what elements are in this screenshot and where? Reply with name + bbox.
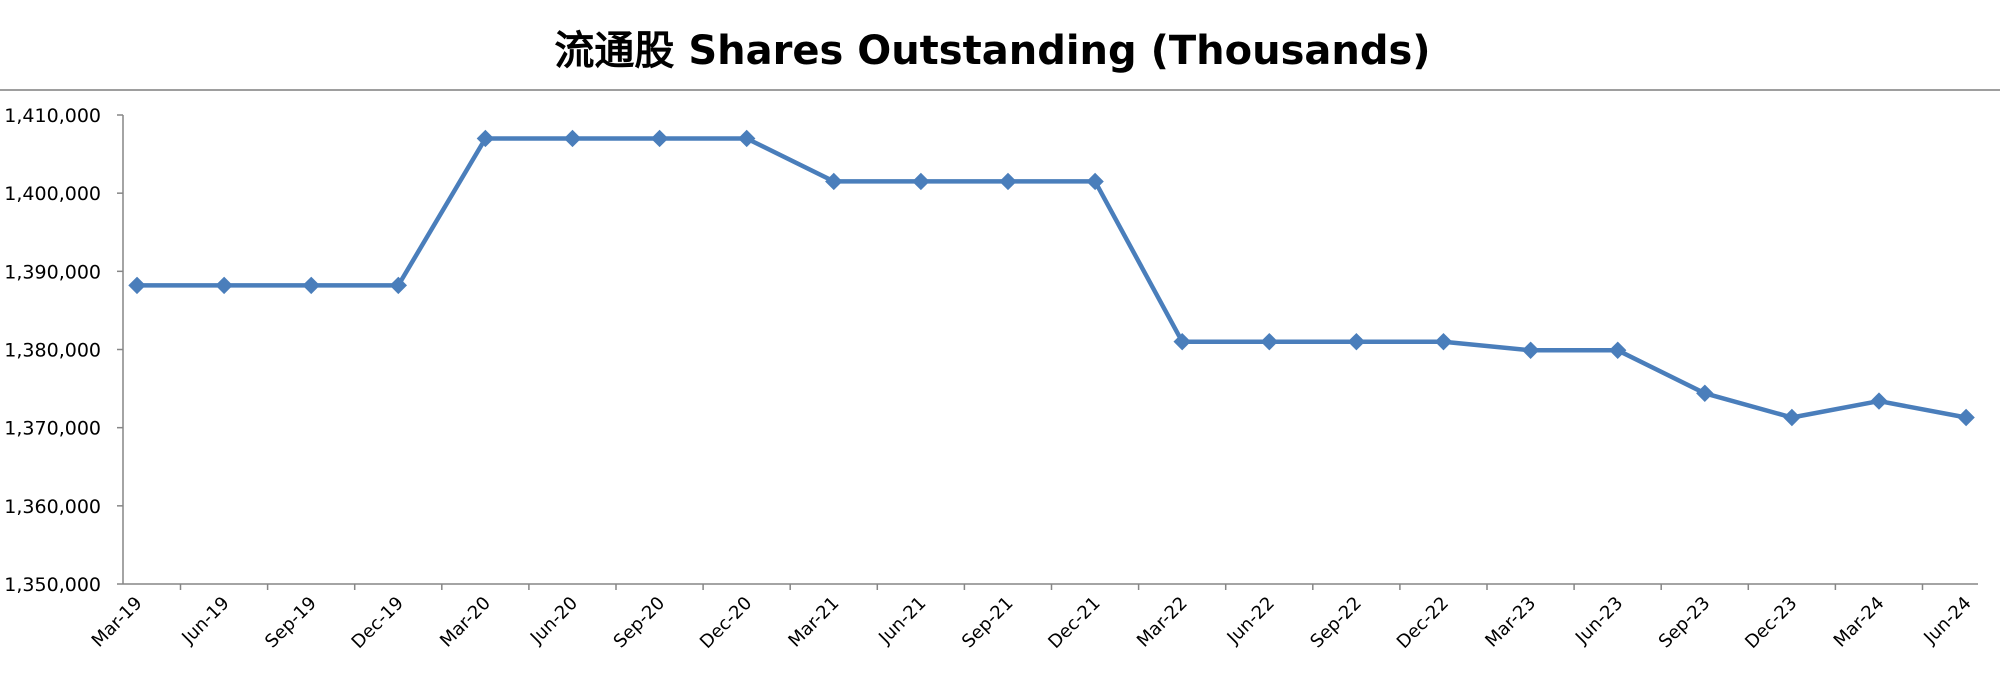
data-point-marker [128,276,146,295]
data-point-marker [1173,332,1191,351]
x-tick-label: Sep-21 [958,593,1018,653]
series-group [128,129,1975,427]
data-point-marker [1434,332,1453,351]
x-tick-label: Dec-21 [1044,593,1104,653]
x-tick-label: Jun-19 [177,593,233,649]
x-tick-label: Sep-22 [1306,593,1366,653]
data-point-marker [1521,341,1540,359]
data-point-marker [1783,408,1801,427]
y-tick-label: 1,360,000 [4,496,101,518]
y-tick-label: 1,390,000 [4,261,101,283]
y-tick-label: 1,410,000 [4,105,101,127]
chart-title: 流通股 Shares Outstanding (Thousands) [554,28,1431,74]
data-point-marker [1086,172,1104,191]
axes [122,115,1978,585]
x-tick-label: Dec-23 [1741,593,1801,653]
x-tick-label: Mar-23 [1481,593,1540,652]
x-tick-label: Jun-22 [1223,593,1279,649]
x-tick-label: Sep-19 [261,593,321,653]
data-point-marker [650,129,669,148]
data-point-marker [737,129,756,148]
x-tick-label: Dec-20 [696,593,756,653]
x-tick-label: Mar-24 [1830,593,1889,652]
x-tick-label: Jun-23 [1571,593,1627,649]
data-point-marker [215,276,233,295]
series-line [134,136,1969,420]
data-point-marker [1696,384,1714,402]
y-tick-label: 1,380,000 [4,340,101,362]
x-tick-label: Dec-22 [1393,593,1453,653]
x-tick-label: Mar-19 [88,593,147,652]
x-tick-label: Sep-23 [1655,593,1715,653]
data-point-marker [1870,392,1888,410]
data-point-marker [563,129,582,148]
y-tick-label: 1,400,000 [4,183,101,205]
data-point-marker [1608,341,1627,359]
data-point-marker [476,129,495,148]
x-tick-label: Mar-20 [436,593,495,652]
x-tick-label: Jun-20 [526,593,582,649]
y-axis-ticks: 1,350,000 1,360,000 1,370,000 1,380,000 1,39… [4,105,123,596]
data-point-marker [1957,408,1975,427]
x-tick-label: Mar-21 [784,593,843,652]
data-point-marker [825,172,843,191]
x-tick-label: Mar-22 [1133,593,1192,652]
data-point-marker [912,172,930,191]
y-tick-label: 1,370,000 [4,418,101,440]
x-tick-label: Jun-21 [874,593,930,649]
data-point-marker [302,276,320,295]
data-point-marker [999,172,1017,191]
x-tick-label: Sep-20 [610,593,670,653]
y-tick-label: 1,350,000 [4,574,101,596]
data-point-marker [1347,332,1366,351]
x-tick-label: Jun-24 [1919,593,1975,649]
x-tick-label: Dec-19 [348,593,408,653]
data-point-marker [1260,332,1279,351]
data-point-marker [389,276,408,295]
x-axis-ticks: Mar-19 Jun-19 Sep-19 Dec-19 Mar-20 Jun-20 Sep-… [88,584,1976,653]
